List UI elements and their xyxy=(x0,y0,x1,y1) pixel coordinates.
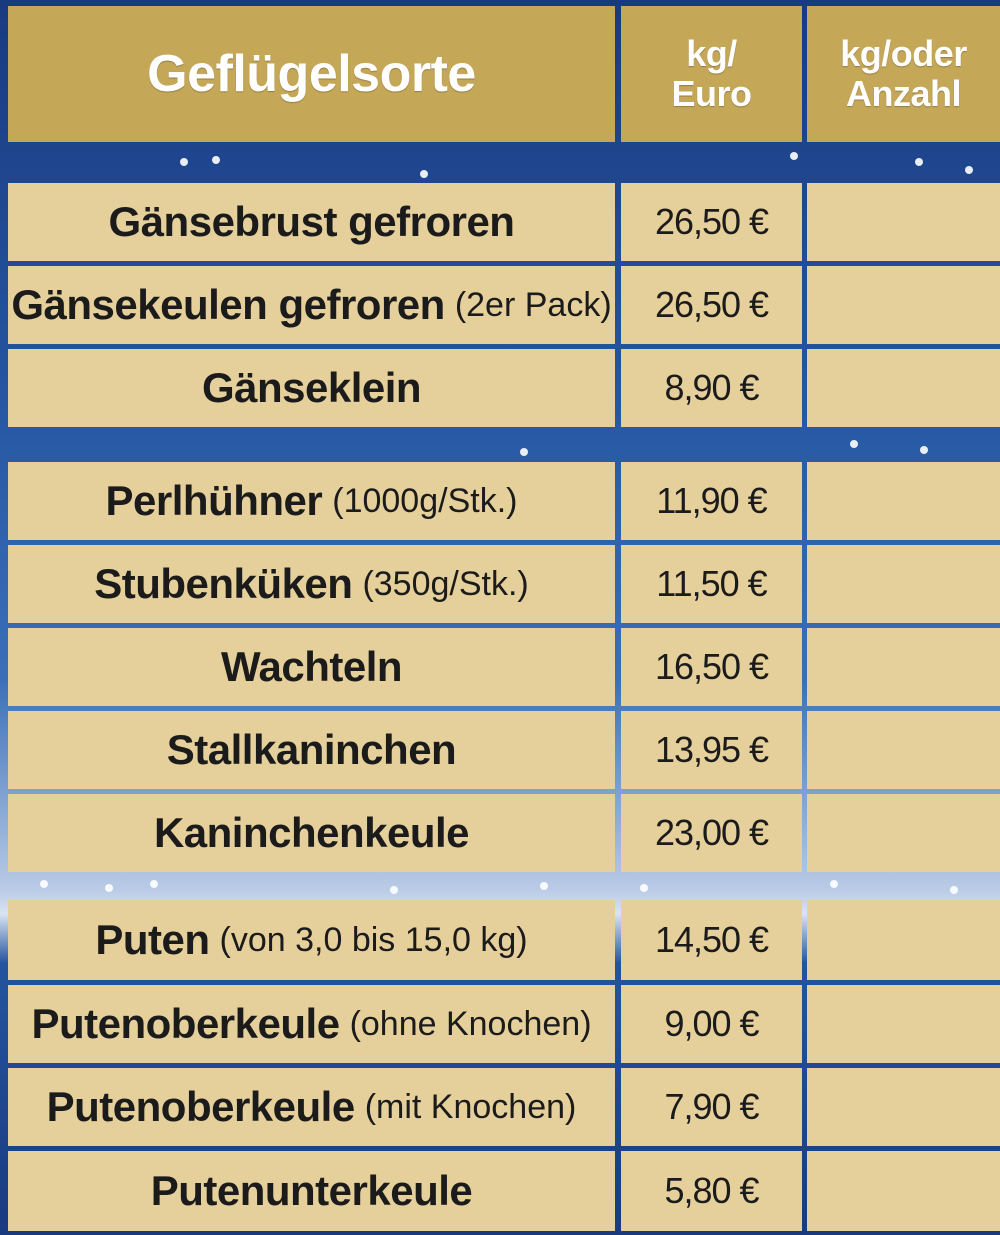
quantity-cell[interactable] xyxy=(807,1068,1000,1146)
quantity-cell[interactable] xyxy=(807,349,1000,427)
table-row: Perlhühner (1000g/Stk.) 11,90 € xyxy=(8,462,1000,540)
price-cell: 11,50 € xyxy=(621,545,802,623)
table-row: Gänsebrust gefroren 26,50 € xyxy=(8,183,1000,261)
product-name-cell: Gänseklein xyxy=(8,349,615,427)
table-row: Putenoberkeule (ohne Knochen) 9,00 € xyxy=(8,985,1000,1063)
product-name: Gänseklein xyxy=(201,364,422,411)
product-price: 26,50 € xyxy=(654,284,769,325)
product-note: (2er Pack) xyxy=(454,285,612,324)
product-price: 9,00 € xyxy=(664,1003,759,1044)
product-note: (ohne Knochen) xyxy=(349,1004,592,1043)
product-price: 26,50 € xyxy=(654,201,769,242)
table-row: Stubenküken (350g/Stk.) 11,50 € xyxy=(8,545,1000,623)
header-qty-line2: Anzahl xyxy=(845,73,962,114)
header-poultry-type: Geflügelsorte xyxy=(8,6,615,142)
quantity-cell[interactable] xyxy=(807,1151,1000,1231)
product-name: Puten xyxy=(95,916,210,963)
product-name: Kaninchenkeule xyxy=(153,809,470,856)
header-price-line1: kg/ xyxy=(686,33,737,74)
table-row: Wachteln 16,50 € xyxy=(8,628,1000,706)
product-name: Putenoberkeule xyxy=(31,1000,340,1047)
quantity-cell[interactable] xyxy=(807,183,1000,261)
table-row: Puten (von 3,0 bis 15,0 kg) 14,50 € xyxy=(8,900,1000,980)
table-row: Kaninchenkeule 23,00 € xyxy=(8,794,1000,872)
quantity-cell[interactable] xyxy=(807,900,1000,980)
product-name-cell: Perlhühner (1000g/Stk.) xyxy=(8,462,615,540)
product-name: Putenoberkeule xyxy=(46,1083,356,1130)
quantity-cell[interactable] xyxy=(807,628,1000,706)
product-name-cell: Putenunterkeule xyxy=(8,1151,615,1231)
product-price: 11,90 € xyxy=(656,480,767,521)
product-name: Stallkaninchen xyxy=(166,726,457,773)
product-name: Gänsekeulen gefroren xyxy=(11,281,445,328)
price-cell: 26,50 € xyxy=(621,266,802,344)
quantity-cell[interactable] xyxy=(807,545,1000,623)
product-price: 13,95 € xyxy=(654,729,769,770)
product-name-cell: Wachteln xyxy=(8,628,615,706)
price-cell: 23,00 € xyxy=(621,794,802,872)
table-row: Gänsekeulen gefroren (2er Pack) 26,50 € xyxy=(8,266,1000,344)
price-cell: 16,50 € xyxy=(621,628,802,706)
product-price: 14,50 € xyxy=(654,919,769,960)
quantity-cell[interactable] xyxy=(807,711,1000,789)
price-cell: 26,50 € xyxy=(621,183,802,261)
product-note: (1000g/Stk.) xyxy=(332,481,518,520)
table-row: Putenunterkeule 5,80 € xyxy=(8,1151,1000,1231)
product-name: Perlhühner xyxy=(105,477,323,524)
product-price: 7,90 € xyxy=(664,1086,759,1127)
product-name-cell: Gänsekeulen gefroren (2er Pack) xyxy=(8,266,615,344)
product-name-cell: Putenoberkeule (mit Knochen) xyxy=(8,1068,615,1146)
header-quantity: kg/oder Anzahl xyxy=(807,6,1000,142)
table-row: Putenoberkeule (mit Knochen) 7,90 € xyxy=(8,1068,1000,1146)
product-price: 23,00 € xyxy=(654,812,769,853)
header-qty-line1: kg/oder xyxy=(840,33,967,74)
product-note: (350g/Stk.) xyxy=(362,564,529,603)
product-name-cell: Stallkaninchen xyxy=(8,711,615,789)
product-name: Putenunterkeule xyxy=(150,1167,473,1214)
table-row: Gänseklein 8,90 € xyxy=(8,349,1000,427)
product-note: (von 3,0 bis 15,0 kg) xyxy=(219,920,528,959)
price-cell: 8,90 € xyxy=(621,349,802,427)
price-cell: 13,95 € xyxy=(621,711,802,789)
price-cell: 7,90 € xyxy=(621,1068,802,1146)
price-cell: 11,90 € xyxy=(621,462,802,540)
quantity-cell[interactable] xyxy=(807,462,1000,540)
product-note: (mit Knochen) xyxy=(364,1087,577,1126)
table-header: Geflügelsorte kg/ Euro kg/oder Anzahl xyxy=(8,6,1000,142)
header-price-per-kg: kg/ Euro xyxy=(621,6,802,142)
quantity-cell[interactable] xyxy=(807,794,1000,872)
product-name-cell: Puten (von 3,0 bis 15,0 kg) xyxy=(8,900,615,980)
product-price: 11,50 € xyxy=(656,563,767,604)
product-name-cell: Gänsebrust gefroren xyxy=(8,183,615,261)
product-name: Stubenküken xyxy=(94,560,353,607)
product-name-cell: Stubenküken (350g/Stk.) xyxy=(8,545,615,623)
price-cell: 14,50 € xyxy=(621,900,802,980)
price-cell: 9,00 € xyxy=(621,985,802,1063)
product-name: Gänsebrust gefroren xyxy=(108,198,515,245)
product-price: 16,50 € xyxy=(654,646,769,687)
table-row: Stallkaninchen 13,95 € xyxy=(8,711,1000,789)
product-name-cell: Kaninchenkeule xyxy=(8,794,615,872)
quantity-cell[interactable] xyxy=(807,266,1000,344)
product-name-cell: Putenoberkeule (ohne Knochen) xyxy=(8,985,615,1063)
product-price: 8,90 € xyxy=(664,367,759,408)
price-cell: 5,80 € xyxy=(621,1151,802,1231)
header-price-line2: Euro xyxy=(671,73,752,114)
quantity-cell[interactable] xyxy=(807,985,1000,1063)
product-price: 5,80 € xyxy=(664,1170,759,1211)
product-name: Wachteln xyxy=(220,643,403,690)
